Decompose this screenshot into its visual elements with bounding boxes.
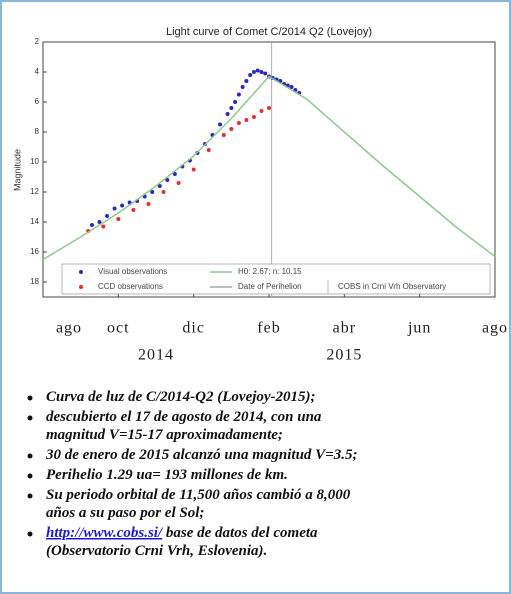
bullet-dot — [27, 473, 33, 479]
y-tick-label: 4 — [35, 67, 40, 76]
observation-point — [263, 71, 268, 76]
observation-point — [112, 206, 117, 211]
observation-point — [89, 223, 94, 227]
observation-point — [191, 167, 196, 172]
y-tick-label: 10 — [30, 157, 39, 166]
observation-point — [236, 92, 241, 97]
observation-point — [165, 178, 170, 182]
x-tick-label: dic — [182, 320, 205, 337]
x-tick-label: abr — [333, 320, 356, 337]
annotation: COBS in Crni Vrh Observatory — [338, 282, 446, 291]
bullet-line: Su periodo orbital de 11,500 años cambió… — [46, 487, 351, 503]
bullet-line: Curva de luz de C/2014-Q2 (Lovejoy-2015)… — [46, 389, 316, 405]
observation-point — [105, 214, 110, 218]
x-tick-label: ago — [56, 320, 82, 337]
y-tick-label: 16 — [30, 247, 39, 256]
bullet-dot — [27, 453, 33, 459]
observation-point — [259, 70, 264, 74]
year-label: 2015 — [326, 347, 362, 364]
legend-label: Visual observations — [98, 267, 167, 276]
y-tick-label: 2 — [35, 37, 40, 46]
observation-point — [233, 100, 238, 104]
y-tick-label: 8 — [35, 127, 40, 136]
y-axis-label: Magnitude — [12, 149, 22, 191]
legend-marker — [79, 270, 83, 274]
bullet-line: base de datos del cometa — [162, 525, 318, 541]
model-line — [42, 75, 496, 261]
observation-point — [172, 172, 177, 176]
legend-box — [61, 263, 491, 295]
observation-point — [229, 106, 234, 110]
observation-point — [161, 190, 166, 194]
observation-point — [150, 190, 155, 194]
bullet-line: Perihelio 1.29 ua= 193 millones de km. — [46, 467, 288, 483]
observation-point — [251, 70, 256, 74]
observation-point — [251, 115, 256, 119]
bullet-text: Curva de luz de C/2014-Q2 (Lovejoy-2015)… — [46, 389, 316, 405]
bullet-text: (Observatorio Crni Vrh, Eslovenia). — [46, 543, 267, 559]
year-label: 2014 — [138, 347, 174, 364]
bullet-text: años a su paso por el Sol; — [46, 505, 204, 521]
x-tick-label: feb — [257, 320, 280, 337]
bullet-line: magnitud V=15-17 aproximadamente; — [46, 427, 283, 443]
observation-point — [248, 73, 253, 77]
observation-point — [116, 217, 121, 221]
x-tick-label: ago — [482, 320, 508, 337]
bullet-text: Perihelio 1.29 ua= 193 millones de km. — [46, 467, 288, 483]
observation-point — [236, 121, 241, 125]
bullet-line: años a su paso por el Sol; — [46, 505, 204, 521]
observation-point — [157, 184, 162, 188]
observation-point — [176, 181, 181, 185]
legend-marker — [79, 285, 83, 289]
bullet-text: descubierto el 17 de agosto de 2014, con… — [46, 409, 322, 425]
x-tick-label: oct — [107, 320, 130, 337]
observation-point — [267, 106, 271, 110]
observation-point — [146, 202, 151, 206]
observation-point — [244, 79, 249, 83]
observation-point — [259, 109, 264, 113]
observation-point — [229, 127, 234, 131]
observation-point — [244, 118, 249, 122]
observation-point — [240, 85, 245, 89]
observation-point — [206, 148, 211, 152]
bullet-dot — [27, 531, 33, 537]
chart-title: Light curve of Comet C/2014 Q2 (Lovejoy) — [166, 26, 372, 38]
plot-area — [42, 41, 496, 298]
observation-point — [101, 224, 106, 229]
link[interactable]: http://www.cobs.si/ — [46, 525, 164, 541]
bullet-text: 30 de enero de 2015 alcanzó una magnitud… — [45, 447, 357, 463]
bullet-dot — [27, 493, 33, 499]
observation-point — [97, 220, 102, 224]
y-tick-label: 14 — [30, 217, 39, 226]
bullet-line: (Observatorio Crni Vrh, Eslovenia). — [46, 543, 267, 559]
observation-point — [289, 85, 294, 89]
observation-point — [255, 68, 260, 73]
bullet-line: descubierto el 17 de agosto de 2014, con… — [46, 409, 322, 425]
legend-label: CCD observations — [98, 282, 163, 291]
bullet-dot — [27, 395, 33, 401]
bullet-line: 30 de enero de 2015 alcanzó una magnitud… — [45, 447, 357, 463]
bullet-text: http://www.cobs.si/ base de datos del co… — [46, 525, 318, 541]
observation-point — [131, 208, 136, 212]
observation-point — [218, 122, 223, 127]
bullet-dot — [27, 415, 33, 421]
y-tick-label: 6 — [35, 97, 40, 106]
x-tick-label: jun — [407, 320, 431, 337]
y-tick-label: 12 — [30, 187, 39, 196]
bullet-text: Su periodo orbital de 11,500 años cambió… — [46, 487, 351, 503]
observation-point — [225, 112, 230, 116]
y-tick-label: 18 — [30, 277, 39, 286]
legend-label: Date of Perihelion — [238, 282, 302, 291]
observation-point — [221, 133, 226, 137]
legend-label: H0: 2.67; n: 10.15 — [238, 267, 302, 276]
observation-point — [120, 203, 125, 208]
bullet-text: magnitud V=15-17 aproximadamente; — [46, 427, 283, 443]
